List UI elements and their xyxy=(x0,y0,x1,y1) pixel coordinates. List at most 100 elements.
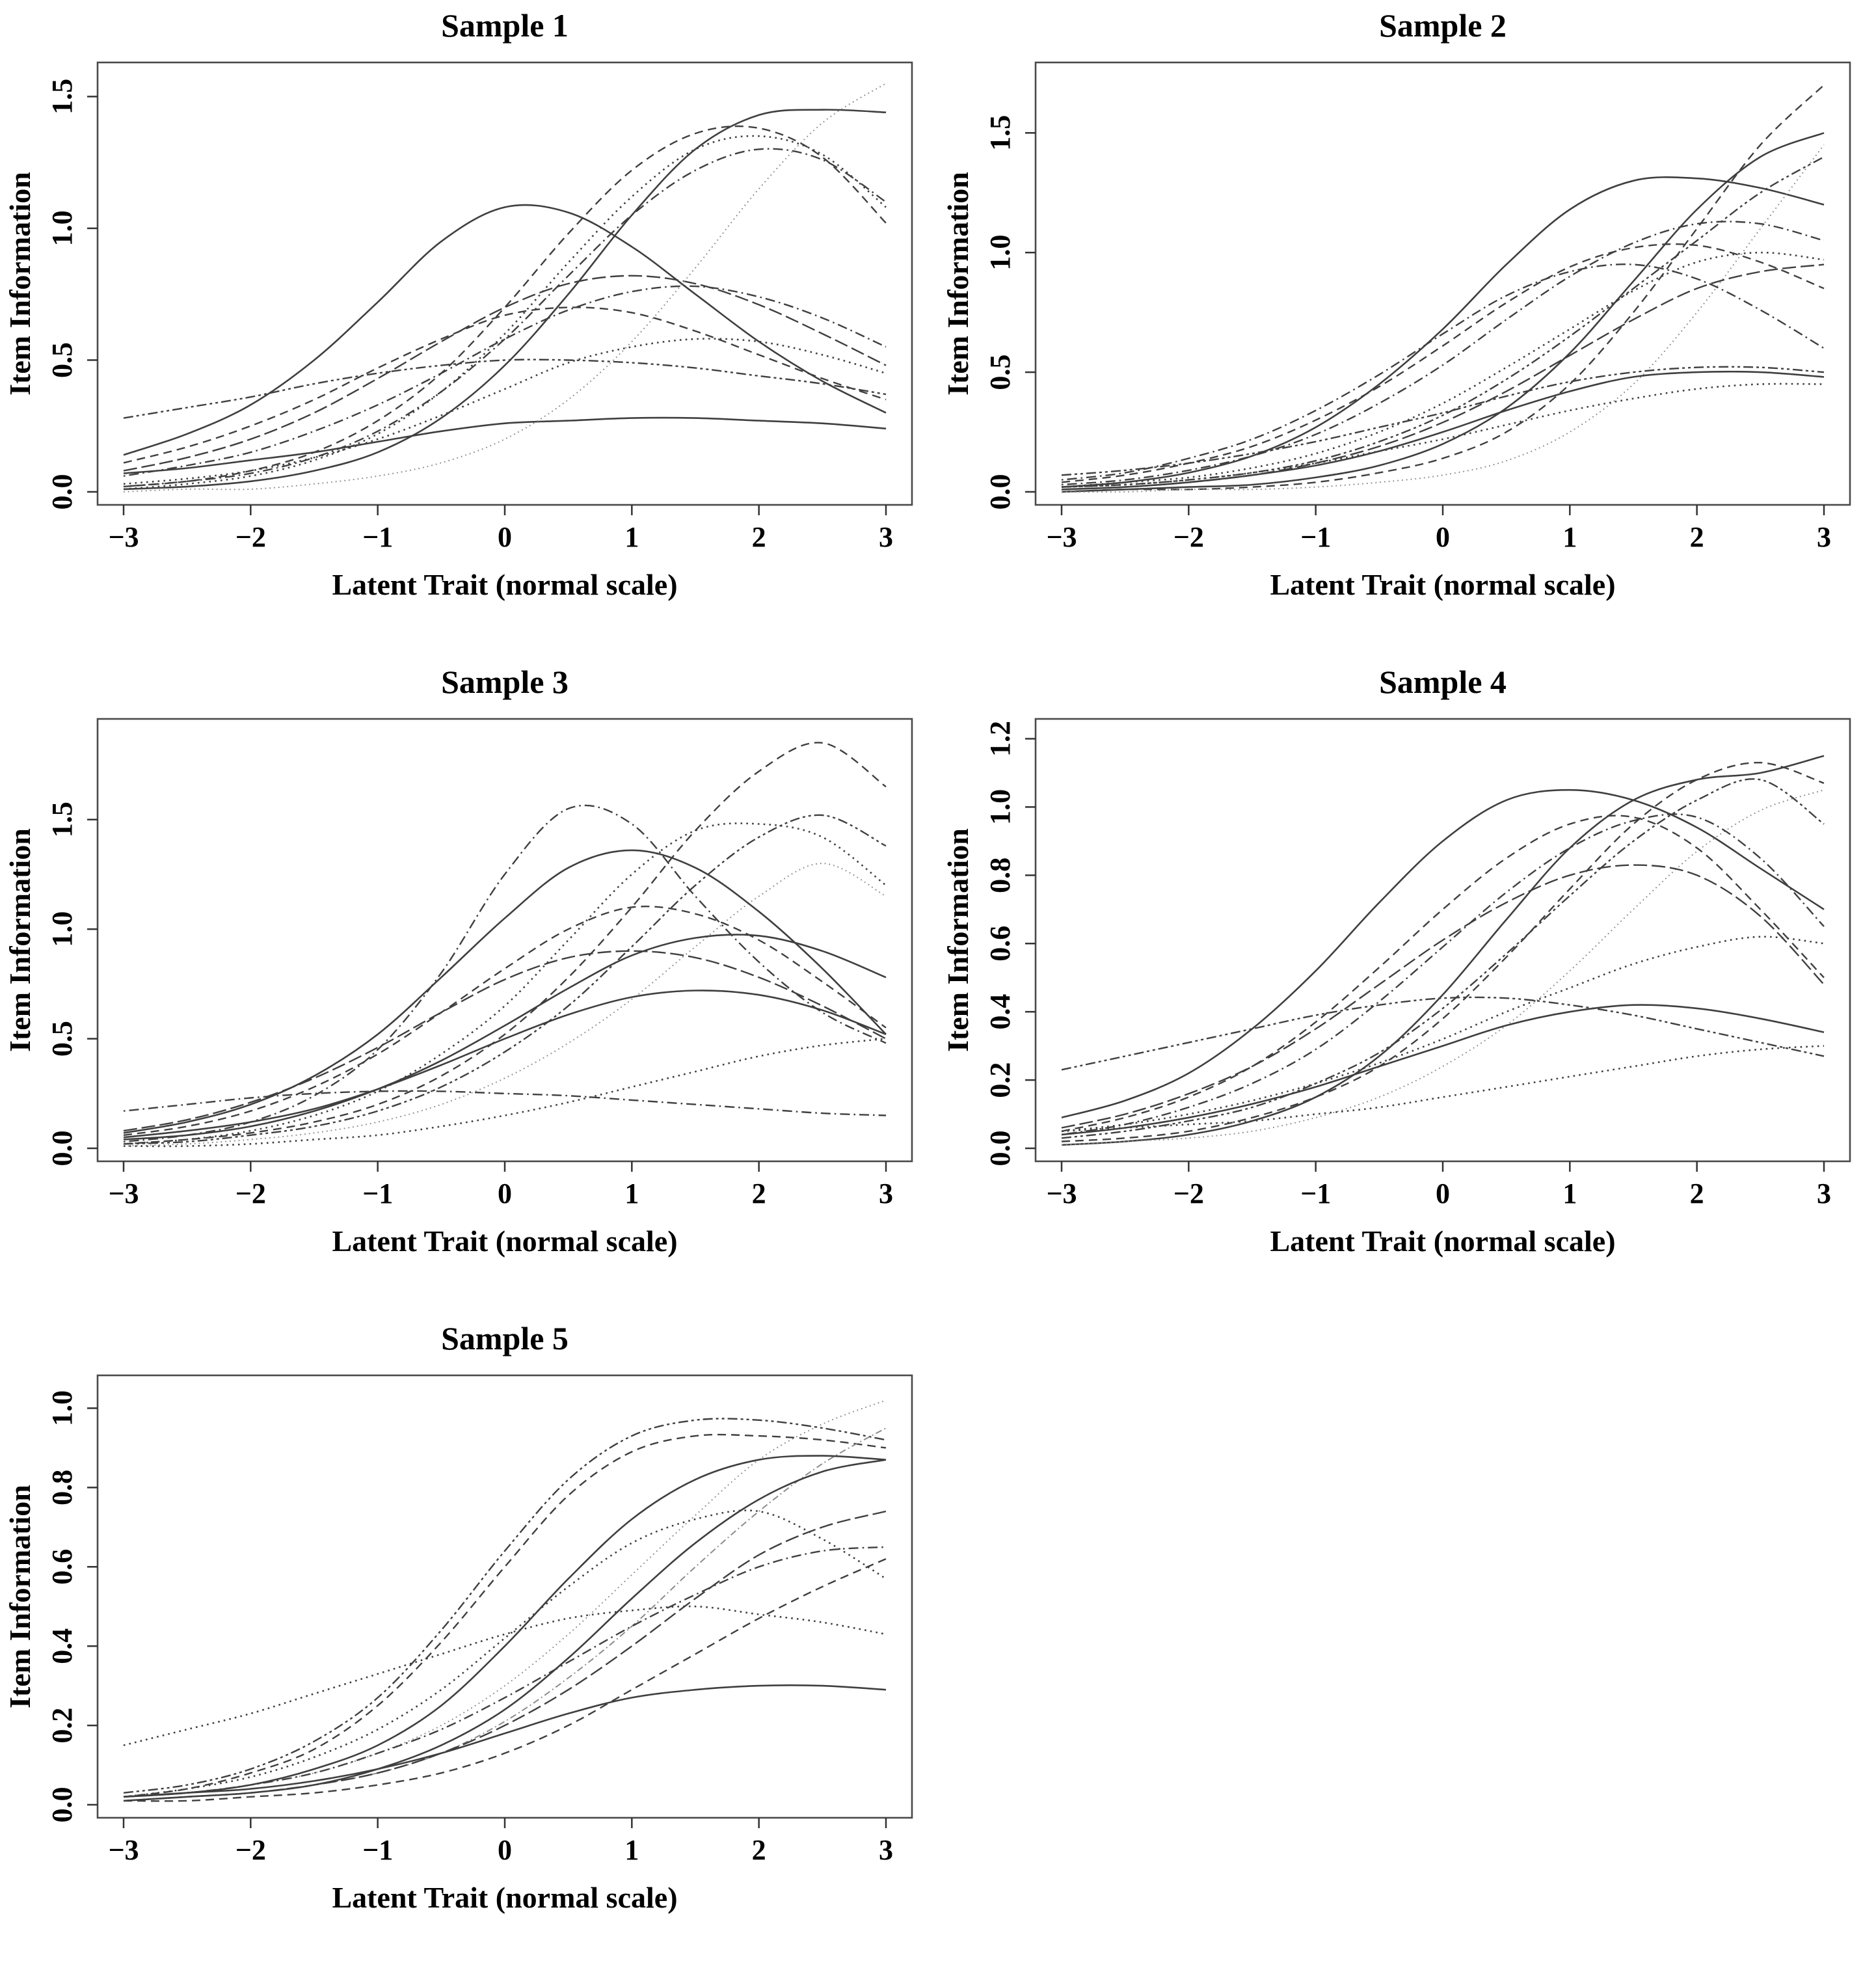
iif-curve-twodash xyxy=(123,1418,887,1794)
iif-curve-fine-dashdot xyxy=(123,1427,887,1801)
sample-2-chart: Sample 2 −3 −2 −1 0 1 2 3 0.0 0.5 1.0 1.5 Latent Tra… xyxy=(941,7,1851,601)
iif-curve-dashed xyxy=(123,1433,887,1798)
iif-curve-longdash xyxy=(123,275,887,472)
iif-curve-dotdash xyxy=(123,148,887,488)
iif-curve-dotted xyxy=(1061,251,1825,488)
x-tick-label: 1 xyxy=(624,1178,639,1209)
x-tick-label: 2 xyxy=(1690,1178,1704,1209)
x-tick-label: 1 xyxy=(624,1834,639,1866)
y-tick-label: 0.4 xyxy=(46,1628,78,1664)
panel-title: Sample 5 xyxy=(441,1320,569,1356)
y-axis-label: Item Information xyxy=(3,1485,36,1708)
iif-curve-twodash xyxy=(1061,156,1825,488)
y-axis-label: Item Information xyxy=(3,172,36,396)
y-tick-label: 0.5 xyxy=(46,342,78,378)
panel-sample-3: Sample 3 −3 −2 −1 0 1 2 3 0.0 0.5 1.0 1.5 Latent Tra… xyxy=(0,656,938,1313)
iif-curve-dashed xyxy=(123,1558,887,1802)
x-tick-label: −2 xyxy=(235,521,266,553)
iif-curve-fine-dotted xyxy=(123,863,887,1147)
x-tick-label: 1 xyxy=(624,521,639,553)
iif-curve-dotted xyxy=(1061,936,1825,1133)
y-tick-label: 0.0 xyxy=(46,1131,78,1167)
iif-curve-dotted xyxy=(123,135,887,491)
panel-sample-1: Sample 1 −3 −2 −1 0 1 2 3 0.0 0.5 1.0 1.5 Latent Tra… xyxy=(0,0,938,656)
panel-sample-2: Sample 2 −3 −2 −1 0 1 2 3 0.0 0.5 1.0 1.5 Latent Tra… xyxy=(938,0,1876,656)
iif-curve-solid xyxy=(123,1455,887,1798)
x-tick-label: 0 xyxy=(498,1834,512,1866)
iif-curve-dotdash xyxy=(1061,221,1825,486)
y-tick-label: 0.5 xyxy=(46,1021,78,1057)
y-tick-label: 1.0 xyxy=(46,1390,78,1426)
iif-curve-dashed xyxy=(123,906,887,1136)
x-tick-label: −1 xyxy=(362,521,393,553)
y-tick-label: 0.0 xyxy=(46,474,78,510)
x-tick-label: 2 xyxy=(752,521,766,553)
iif-curve-dotdash xyxy=(123,1090,887,1116)
sample-5-chart: Sample 5 −3 −2 −1 0 1 2 3 0.0 0.2 0.4 0.6 0.8 1.0 Late… xyxy=(3,1320,913,1914)
iif-curve-solid xyxy=(123,934,887,1140)
x-tick-label: −3 xyxy=(1046,521,1077,553)
iif-curve-dotted xyxy=(1061,383,1825,488)
iif-curve-longdash xyxy=(1061,864,1825,1129)
y-tick-label: 0.8 xyxy=(46,1470,78,1505)
y-axis-label: Item Information xyxy=(3,828,36,1052)
x-tick-label: −2 xyxy=(235,1834,266,1866)
y-tick-label: 1.0 xyxy=(984,789,1016,825)
plot-frame xyxy=(96,61,913,506)
sample-3-chart: Sample 3 −3 −2 −1 0 1 2 3 0.0 0.5 1.0 1.5 Latent Tra… xyxy=(3,664,913,1258)
iif-curve-solid xyxy=(123,204,887,456)
iif-curve-twodash xyxy=(1061,778,1825,1139)
x-tick-label: 3 xyxy=(879,1178,893,1209)
x-tick-label: 2 xyxy=(752,1834,766,1866)
iif-curve-longdash xyxy=(123,1510,887,1802)
x-tick-label: 0 xyxy=(498,1178,512,1209)
y-tick-label: 1.0 xyxy=(46,911,78,947)
iif-curve-twodash xyxy=(123,358,887,419)
iif-curve-solid xyxy=(1061,132,1825,493)
x-tick-label: −3 xyxy=(1046,1178,1077,1209)
y-tick-label: 0.6 xyxy=(46,1549,78,1585)
x-tick-label: 0 xyxy=(1436,1178,1450,1209)
iif-curve-twodash xyxy=(1061,366,1825,476)
y-tick-label: 0.2 xyxy=(984,1062,1016,1098)
iif-curve-longdash xyxy=(123,950,887,1132)
x-tick-label: −1 xyxy=(1300,521,1331,553)
y-tick-label: 1.2 xyxy=(984,721,1016,757)
x-tick-label: 2 xyxy=(752,1178,766,1209)
y-tick-label: 1.5 xyxy=(46,802,78,837)
x-tick-label: 0 xyxy=(1436,521,1450,553)
iif-curve-dashed xyxy=(123,742,887,1145)
y-tick-label: 0.6 xyxy=(984,926,1016,962)
plot-frame xyxy=(96,718,913,1163)
x-tick-label: 1 xyxy=(1562,521,1577,553)
x-tick-label: 3 xyxy=(879,521,893,553)
y-tick-label: 0.8 xyxy=(984,857,1016,893)
iif-curve-solid xyxy=(1061,789,1825,1119)
empty-cell xyxy=(938,1313,1876,1969)
x-tick-label: 3 xyxy=(1817,1178,1831,1209)
x-tick-label: 3 xyxy=(1817,521,1831,553)
y-tick-label: 0.0 xyxy=(984,474,1016,510)
iif-curve-longdash xyxy=(1061,263,1825,491)
y-tick-label: 0.5 xyxy=(984,355,1016,390)
x-tick-label: −3 xyxy=(108,521,139,553)
iif-curve-dotted xyxy=(123,822,887,1145)
x-tick-label: −3 xyxy=(108,1834,139,1866)
y-tick-label: 0.0 xyxy=(984,1131,1016,1167)
x-tick-label: −3 xyxy=(108,1178,139,1209)
x-axis-label: Latent Trait (normal scale) xyxy=(1270,1224,1615,1258)
sample-1-chart: Sample 1 −3 −2 −1 0 1 2 3 0.0 0.5 1.0 1.5 Latent Tra… xyxy=(3,7,913,601)
panel-sample-5: Sample 5 −3 −2 −1 0 1 2 3 0.0 0.2 0.4 0.6 0.8 1.0 Late… xyxy=(0,1313,938,1969)
iif-curve-solid xyxy=(1061,1004,1825,1136)
iif-curve-dashed xyxy=(123,306,887,464)
iif-curve-dotted xyxy=(1061,1045,1825,1133)
x-tick-label: −1 xyxy=(1300,1178,1331,1209)
iif-curve-solid xyxy=(123,1459,887,1802)
panel-title: Sample 1 xyxy=(441,7,569,44)
panel-title: Sample 3 xyxy=(441,664,569,700)
y-tick-label: 0.0 xyxy=(46,1787,78,1823)
y-tick-label: 1.0 xyxy=(984,235,1016,271)
iif-curve-dotdash xyxy=(1061,263,1825,481)
x-tick-label: −1 xyxy=(362,1834,393,1866)
iif-curve-solid xyxy=(123,416,887,474)
